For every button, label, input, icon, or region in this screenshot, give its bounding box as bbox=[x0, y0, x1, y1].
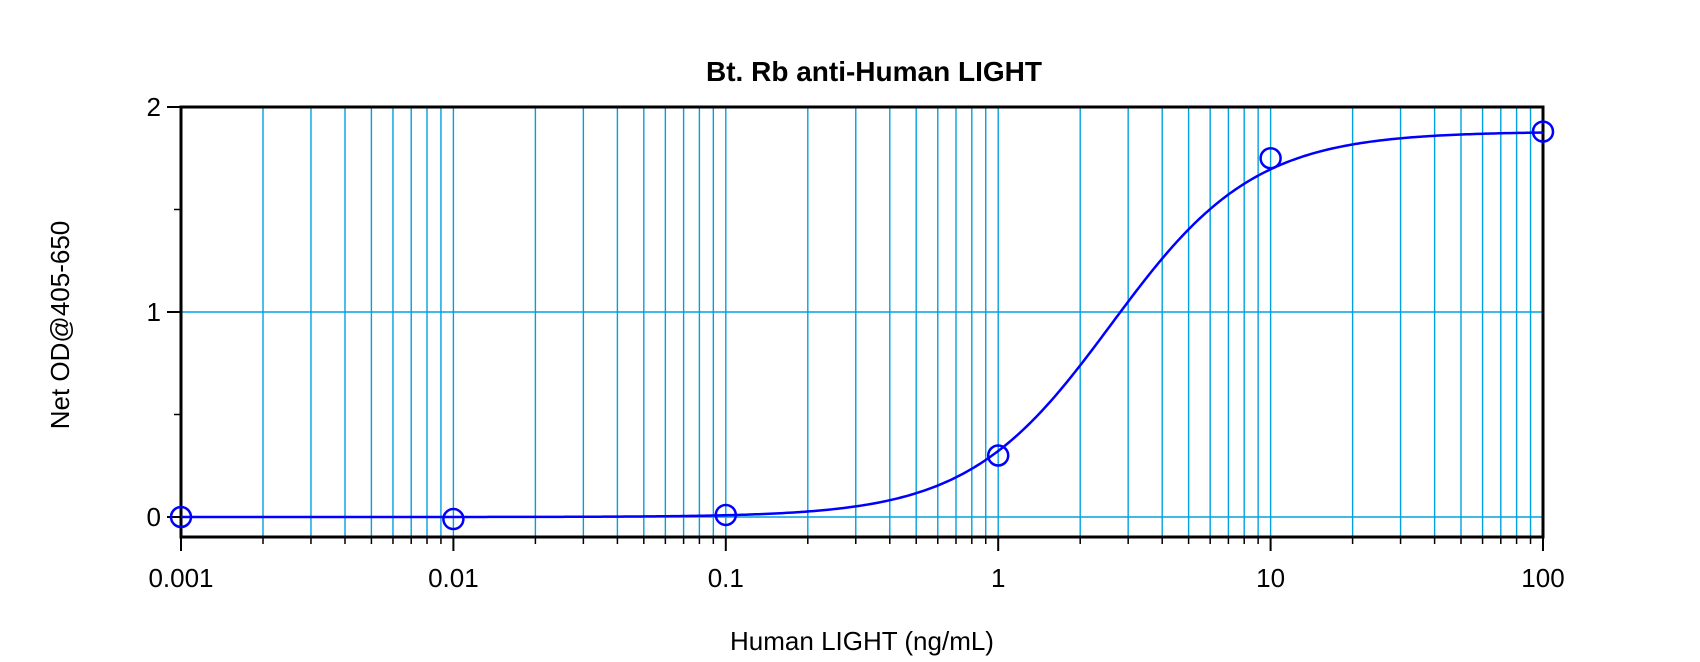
plot-frame bbox=[179, 105, 1545, 539]
x-tick-label: 0.1 bbox=[708, 563, 744, 593]
data-points bbox=[169, 120, 1555, 531]
tick-labels: 0.001 0.01 0.1 1 10 100 0 1 2 bbox=[147, 92, 1565, 593]
data-point bbox=[986, 444, 1010, 467]
data-point bbox=[442, 507, 465, 531]
x-tick-label: 100 bbox=[1521, 563, 1564, 593]
x-tick-label: 0.001 bbox=[148, 563, 213, 593]
y-tick-label: 0 bbox=[147, 502, 161, 532]
data-point bbox=[1259, 147, 1282, 170]
data-point bbox=[169, 505, 193, 529]
axis-ticks bbox=[167, 106, 1544, 551]
data-point bbox=[714, 503, 738, 527]
x-tick-label: 0.01 bbox=[428, 563, 479, 593]
fit-curve bbox=[181, 131, 1544, 519]
x-tick-label: 10 bbox=[1256, 563, 1285, 593]
grid-lines bbox=[181, 107, 1543, 537]
chart-title: Bt. Rb anti-Human LIGHT bbox=[706, 56, 1042, 87]
y-tick-label: 1 bbox=[147, 297, 161, 327]
x-axis-label: Human LIGHT (ng/mL) bbox=[730, 626, 994, 656]
data-point bbox=[1531, 120, 1555, 143]
y-axis-label: Net OD@405-650 bbox=[45, 221, 75, 430]
x-tick-label: 1 bbox=[991, 563, 1005, 593]
y-tick-label: 2 bbox=[147, 92, 161, 122]
